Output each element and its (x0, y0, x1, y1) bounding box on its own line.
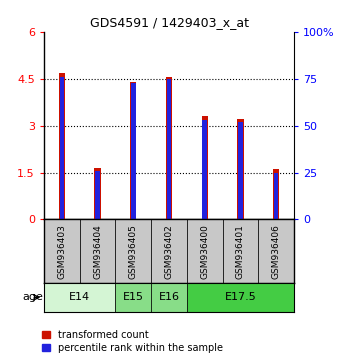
Bar (115, 283, 151, 312)
Bar (115, 219, 151, 283)
Bar (130, 82, 137, 219)
Bar (202, 120, 207, 219)
Bar (131, 82, 136, 219)
Bar (223, 219, 258, 283)
Text: GSM936404: GSM936404 (93, 224, 102, 279)
Bar (44, 283, 115, 312)
Legend: transformed count, percentile rank within the sample: transformed count, percentile rank withi… (42, 330, 223, 353)
Bar (201, 116, 208, 219)
Bar (80, 219, 115, 283)
Bar (237, 119, 244, 219)
Title: GDS4591 / 1429403_x_at: GDS4591 / 1429403_x_at (90, 16, 248, 29)
Text: GSM936406: GSM936406 (272, 224, 281, 279)
Bar (59, 77, 64, 219)
Bar (151, 283, 187, 312)
Text: GSM936401: GSM936401 (236, 224, 245, 279)
Text: age: age (22, 292, 43, 302)
Bar (58, 73, 65, 219)
Bar (187, 219, 223, 283)
Bar (274, 172, 279, 219)
Text: GSM936400: GSM936400 (200, 224, 209, 279)
Bar (95, 171, 100, 219)
Bar (94, 168, 101, 219)
Text: E17.5: E17.5 (224, 292, 256, 302)
Text: GSM936403: GSM936403 (57, 224, 66, 279)
Bar (238, 122, 243, 219)
Text: E14: E14 (69, 292, 90, 302)
Bar (151, 219, 187, 283)
Bar (187, 283, 294, 312)
Bar (44, 219, 80, 283)
Text: GSM936402: GSM936402 (165, 224, 173, 279)
Text: E16: E16 (159, 292, 179, 302)
Bar (258, 219, 294, 283)
Bar (166, 77, 172, 219)
Bar (167, 79, 171, 219)
Bar (273, 170, 280, 219)
Text: E15: E15 (123, 292, 144, 302)
Text: GSM936405: GSM936405 (129, 224, 138, 279)
